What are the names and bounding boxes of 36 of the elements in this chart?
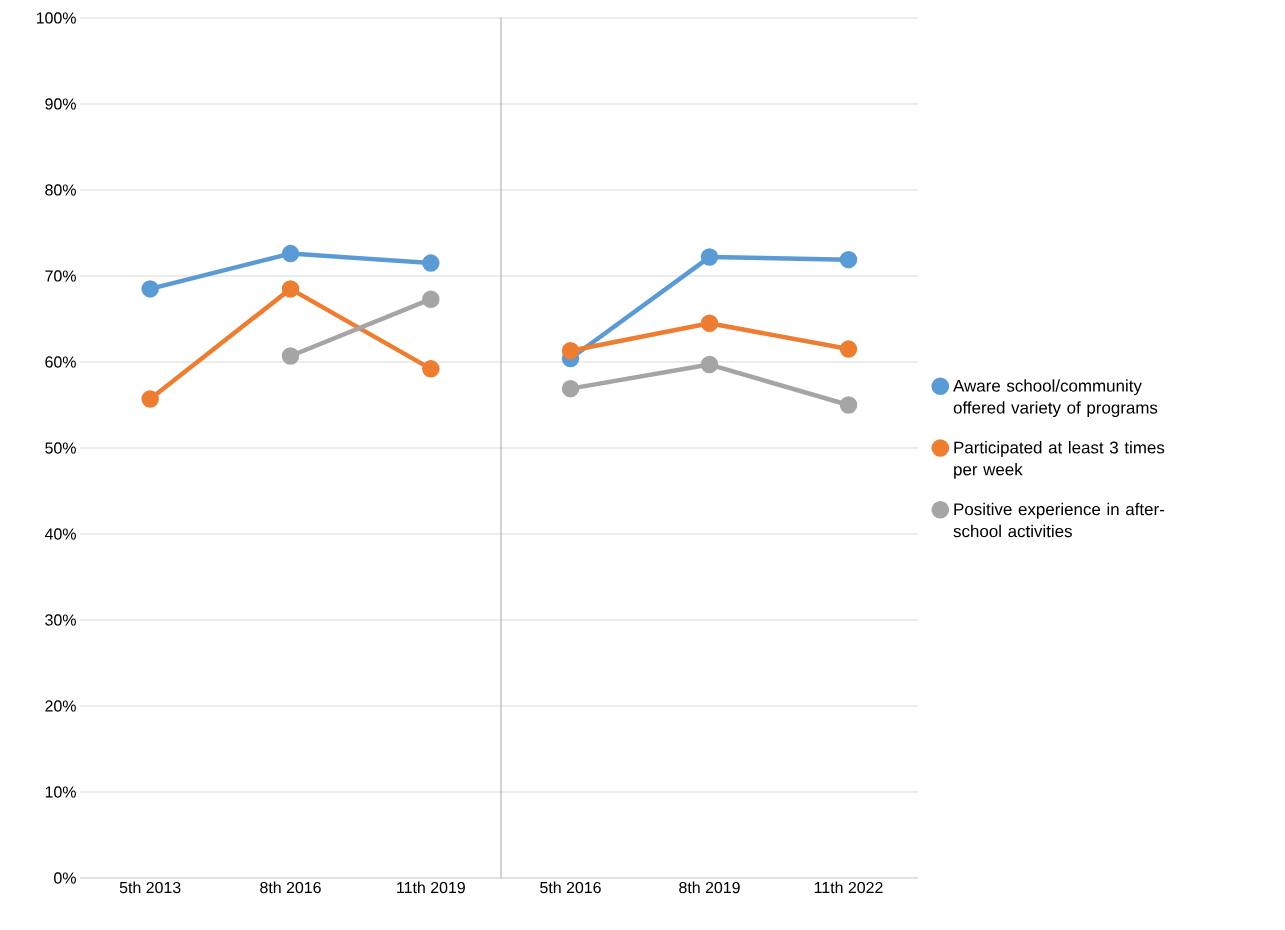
y-tick-label: 20% (45, 700, 76, 712)
x-tick-label: 5th 2016 (540, 881, 601, 894)
point (561, 379, 580, 398)
y-tick-label: 90% (45, 98, 76, 110)
point (839, 250, 858, 269)
point (561, 342, 580, 360)
y-tick-label: 80% (45, 184, 76, 196)
point (281, 280, 300, 298)
x-tick-label: 11th 2022 (814, 881, 883, 894)
legend-label: Participated at least 3 times per week (954, 441, 1165, 479)
point (839, 340, 858, 358)
x-tick-label: 11th 2019 (397, 881, 465, 894)
point (700, 248, 719, 266)
y-tick-label: 0% (54, 872, 76, 884)
y-tick-label: 100% (36, 12, 76, 24)
point (422, 360, 440, 378)
point (141, 390, 159, 408)
point (141, 280, 159, 298)
x-tick-label: 5th 2013 (119, 881, 181, 894)
legend-label: Aware school/community offered variety of programs (953, 379, 1158, 418)
y-tick-label: 30% (45, 614, 76, 626)
y-tick-label: 10% (45, 786, 76, 798)
legend-label: Positive experience in after-school activities (953, 502, 1165, 538)
x-tick-label: 8th 2019 (679, 881, 740, 894)
point (281, 347, 300, 365)
point (839, 396, 858, 414)
y-tick-label: 40% (44, 528, 76, 540)
y-tick-label: 50% (45, 442, 76, 454)
point (281, 244, 300, 263)
y-tick-label: 70% (45, 270, 76, 282)
point (422, 254, 440, 272)
y-tick-label: 60% (45, 356, 76, 368)
point (700, 355, 719, 374)
point (700, 314, 719, 333)
x-tick-label: 8th 2016 (260, 881, 321, 894)
point (422, 290, 440, 308)
